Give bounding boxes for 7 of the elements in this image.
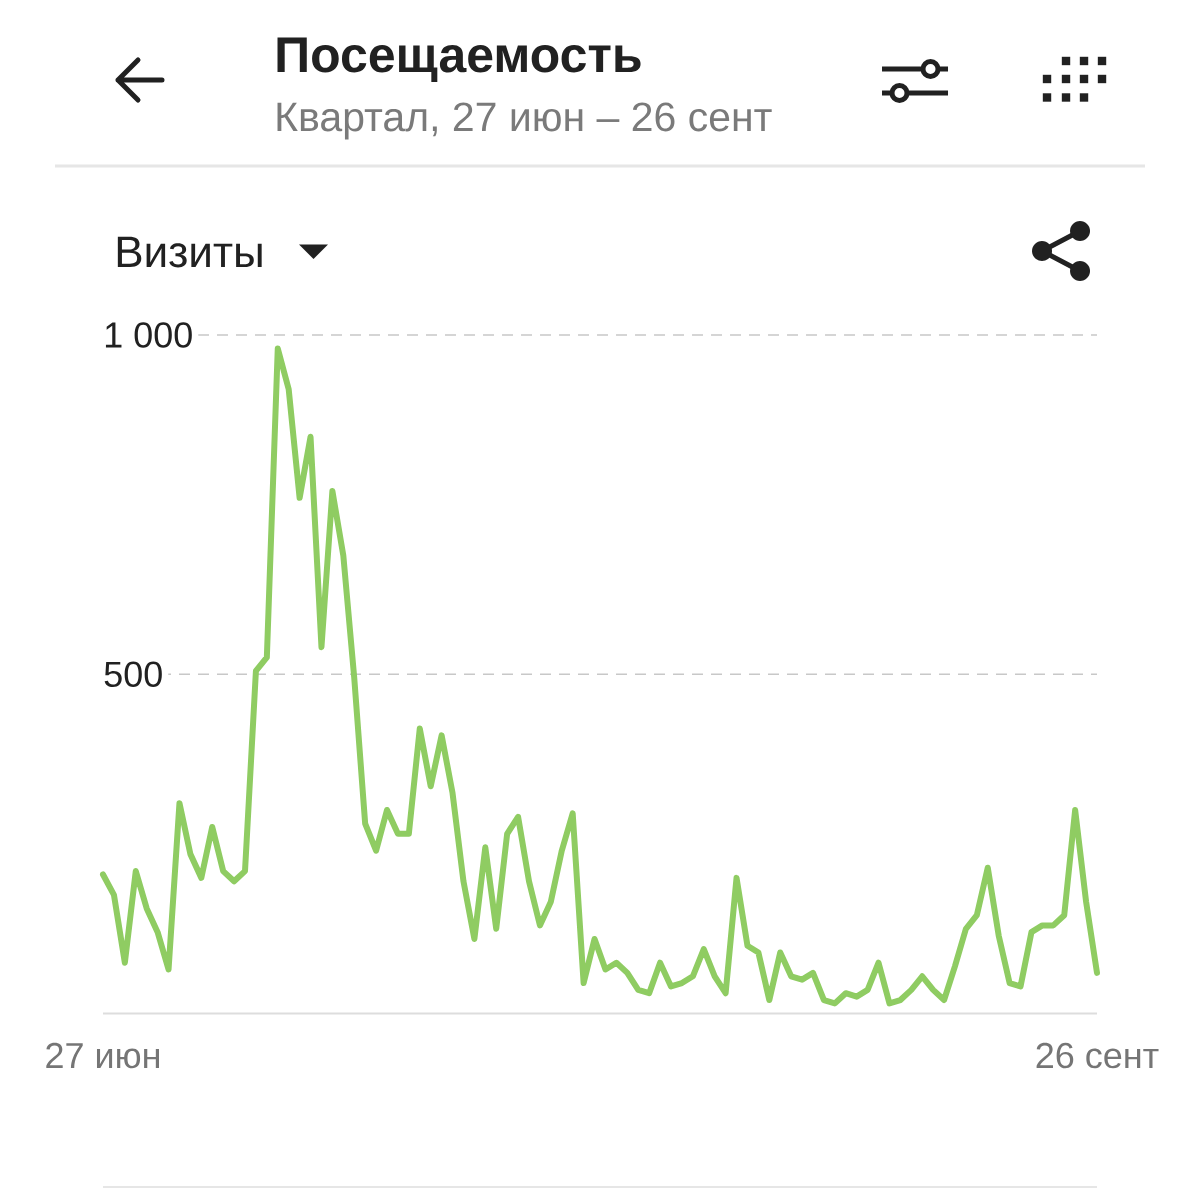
- y-tick-label: 1 000: [105, 322, 192, 348]
- chart-subtitle: Квартал, 27 июн – 26 сент: [277, 102, 772, 140]
- x-tick-label: 27 июн: [46, 1042, 159, 1069]
- chart-title: Посещаемость: [277, 37, 641, 82]
- x-tick-label: 26 сент: [1036, 1042, 1159, 1069]
- y-axis-title: Визиты: [117, 236, 262, 268]
- y-tick-label: 500: [104, 661, 162, 688]
